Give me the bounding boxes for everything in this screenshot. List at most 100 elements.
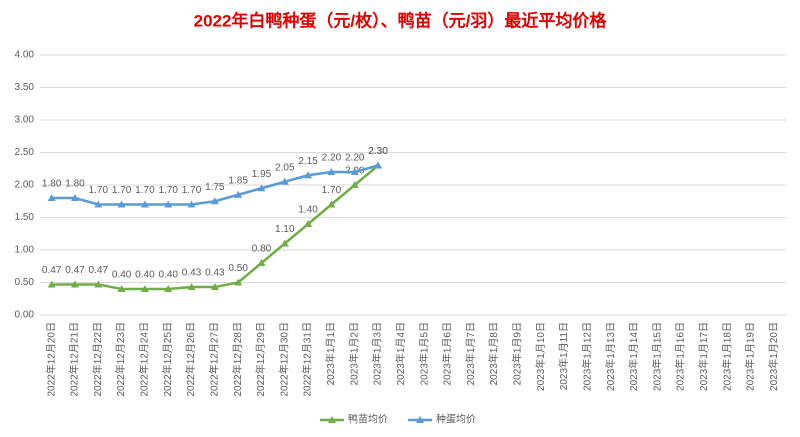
point-marker xyxy=(210,197,219,205)
point-marker xyxy=(304,220,313,227)
y-tick-label: 1.50 xyxy=(15,212,35,223)
data-label: 1.70 xyxy=(182,185,202,196)
data-label: 0.50 xyxy=(228,263,248,274)
point-marker xyxy=(280,177,289,185)
x-tick-label: 2022年12月20日 xyxy=(44,322,57,397)
point-marker xyxy=(140,285,149,292)
x-tick-label: 2023年1月1日 xyxy=(324,322,337,385)
x-tick-label: 2023年1月9日 xyxy=(511,322,524,385)
point-marker xyxy=(47,194,56,201)
data-label: 1.70 xyxy=(135,185,155,196)
point-marker xyxy=(164,285,173,292)
x-tick-label: 2023年1月17日 xyxy=(697,322,710,391)
data-label: 0.47 xyxy=(42,265,62,276)
y-tick-label: 3.00 xyxy=(15,115,35,126)
point-marker xyxy=(47,280,56,288)
data-label: 1.80 xyxy=(42,179,62,190)
y-tick-label: 2.00 xyxy=(15,180,35,191)
point-marker xyxy=(140,200,149,208)
y-tick-label: 3.50 xyxy=(15,82,35,93)
x-tick-label: 2022年12月29日 xyxy=(254,322,267,397)
x-tick-label: 2023年1月6日 xyxy=(441,322,454,385)
x-tick-label: 2023年1月15日 xyxy=(650,322,663,391)
data-label: 0.40 xyxy=(112,270,132,281)
point-marker xyxy=(164,200,173,208)
point-marker xyxy=(327,168,336,175)
x-tick-label: 2023年1月11日 xyxy=(557,322,570,390)
x-tick-label: 2023年1月20日 xyxy=(767,322,780,391)
x-tick-label: 2023年1月10日 xyxy=(534,322,547,391)
x-tick-label: 2023年1月18日 xyxy=(720,322,733,391)
x-tick-label: 2023年1月16日 xyxy=(674,322,687,391)
data-label: 2.20 xyxy=(322,153,342,164)
data-label: 0.47 xyxy=(65,265,85,276)
legend-marker xyxy=(416,416,424,423)
y-tick-label: 0.00 xyxy=(15,310,35,321)
point-marker xyxy=(187,200,196,208)
point-marker xyxy=(70,194,79,201)
x-tick-label: 2022年12月27日 xyxy=(207,322,220,397)
data-label: 2.30 xyxy=(368,146,388,157)
data-label: 0.47 xyxy=(89,265,109,276)
data-label: 0.43 xyxy=(182,268,202,279)
x-tick-label: 2023年1月7日 xyxy=(464,322,477,385)
data-label: 1.85 xyxy=(228,175,248,186)
data-label: 2.05 xyxy=(275,162,295,173)
x-tick-label: 2023年1月14日 xyxy=(627,322,640,391)
data-label: 1.70 xyxy=(322,185,342,196)
data-label: 1.80 xyxy=(65,179,85,190)
point-marker xyxy=(94,280,103,288)
data-label: 2.30 xyxy=(368,146,388,157)
x-tick-label: 2022年12月24日 xyxy=(138,322,151,397)
data-label: 1.75 xyxy=(205,182,225,193)
point-marker xyxy=(117,285,126,292)
x-tick-label: 2023年1月8日 xyxy=(487,322,500,385)
legend-label: 种蛋均价 xyxy=(436,413,476,426)
x-tick-label: 2023年1月5日 xyxy=(417,322,430,385)
x-tick-label: 2023年1月3日 xyxy=(371,322,384,385)
data-label: 1.10 xyxy=(275,224,295,235)
data-label: 0.40 xyxy=(158,270,178,281)
chart-title: 2022年白鸭种蛋（元/枚）、鸭苗（元/羽）最近平均价格 xyxy=(194,10,608,30)
point-marker xyxy=(94,200,103,208)
point-marker xyxy=(187,283,196,291)
x-tick-label: 2022年12月23日 xyxy=(114,322,127,397)
point-marker xyxy=(117,200,126,208)
x-tick-label: 2022年12月26日 xyxy=(184,322,197,397)
x-tick-label: 2023年1月13日 xyxy=(604,322,617,391)
point-marker xyxy=(280,239,289,247)
point-marker xyxy=(304,171,313,179)
x-tick-label: 2022年12月21日 xyxy=(68,322,81,397)
data-label: 1.70 xyxy=(89,185,109,196)
point-marker xyxy=(70,280,79,288)
point-marker xyxy=(234,278,243,286)
data-label: 1.70 xyxy=(112,185,132,196)
data-label: 0.80 xyxy=(252,244,272,255)
data-label: 2.20 xyxy=(345,153,365,164)
point-marker xyxy=(350,181,359,188)
data-label: 0.40 xyxy=(135,270,155,281)
point-marker xyxy=(350,168,359,175)
point-marker xyxy=(327,200,336,208)
point-marker xyxy=(234,190,243,198)
point-marker xyxy=(257,259,266,266)
data-label: 1.95 xyxy=(252,169,272,180)
x-tick-label: 2023年1月4日 xyxy=(394,322,407,385)
y-tick-label: 0.50 xyxy=(15,277,35,288)
point-marker xyxy=(257,184,266,192)
point-marker xyxy=(210,283,219,291)
legend-marker xyxy=(328,416,336,423)
x-tick-label: 2022年12月31日 xyxy=(301,322,314,397)
x-tick-label: 2022年12月30日 xyxy=(277,322,290,397)
data-label: 1.40 xyxy=(298,205,318,216)
data-label: 0.43 xyxy=(205,268,225,279)
data-label: 2.15 xyxy=(298,156,318,167)
x-tick-label: 2023年1月2日 xyxy=(347,322,360,385)
legend-label: 鸭苗均价 xyxy=(348,413,388,426)
point-marker xyxy=(374,161,383,169)
x-tick-label: 2023年1月19日 xyxy=(744,322,757,391)
x-tick-label: 2022年12月25日 xyxy=(161,322,174,397)
y-tick-label: 4.00 xyxy=(15,50,35,61)
y-tick-label: 1.00 xyxy=(15,245,35,256)
